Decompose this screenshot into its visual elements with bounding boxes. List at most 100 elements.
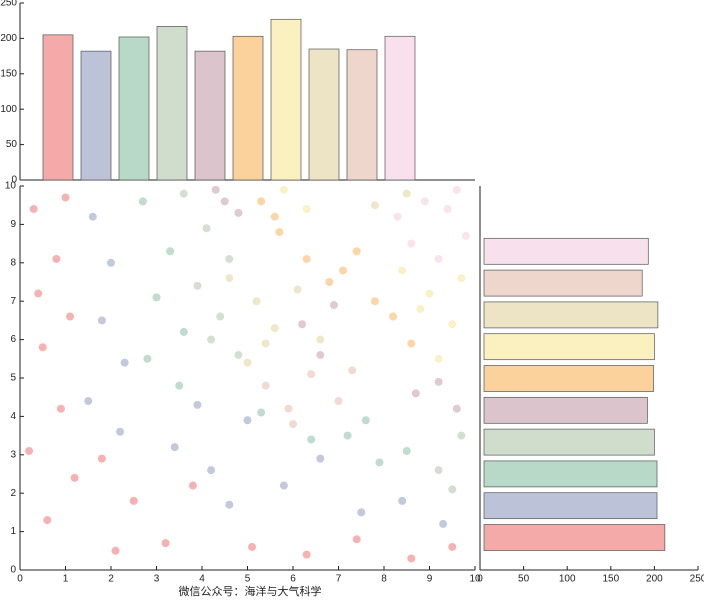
bar (483, 301, 659, 329)
y-tick-label: 3 (10, 449, 16, 460)
point (161, 539, 170, 548)
point (407, 554, 416, 563)
x-tick-label: 200 (646, 574, 663, 585)
bar (483, 460, 658, 488)
point (175, 381, 184, 390)
point (97, 316, 106, 325)
point (234, 350, 243, 359)
x-tick-label: 9 (427, 574, 433, 585)
point (116, 427, 125, 436)
y-tick-label: 8 (10, 257, 16, 268)
point (66, 312, 75, 321)
bar (270, 18, 302, 181)
point (257, 197, 266, 206)
bar (483, 237, 649, 265)
point (343, 431, 352, 440)
point (179, 327, 188, 336)
y-tick-label: 6 (10, 334, 16, 345)
point (179, 189, 188, 198)
point (225, 274, 234, 283)
point (152, 293, 161, 302)
point (170, 443, 179, 452)
point (361, 416, 370, 425)
point (188, 481, 197, 490)
bar (483, 269, 643, 297)
point (193, 400, 202, 409)
x-tick-label: 3 (154, 574, 160, 585)
point (352, 535, 361, 544)
bar (346, 49, 378, 181)
y-tick-label: 0 (10, 565, 16, 576)
point (393, 212, 402, 221)
bar (308, 48, 340, 181)
point (97, 454, 106, 463)
point (434, 254, 443, 263)
point (448, 320, 457, 329)
point (56, 404, 65, 413)
x-tick-label: 0 (17, 574, 23, 585)
y-tick-label: 50 (6, 139, 18, 150)
point (420, 197, 429, 206)
x-tick-label: 100 (559, 574, 576, 585)
point (202, 224, 211, 233)
point (375, 458, 384, 467)
point (307, 435, 316, 444)
point (457, 431, 466, 440)
point (225, 254, 234, 263)
point (302, 205, 311, 214)
point (398, 266, 407, 275)
point (298, 320, 307, 329)
point (439, 519, 448, 528)
point (34, 289, 43, 298)
point (284, 404, 293, 413)
point (243, 416, 252, 425)
point (302, 550, 311, 559)
point (211, 185, 220, 194)
y-tick-label: 9 (10, 219, 16, 230)
point (43, 516, 52, 525)
x-tick-label: 50 (518, 574, 530, 585)
x-tick-label: 10 (469, 574, 481, 585)
bar (232, 35, 264, 181)
bar (42, 34, 74, 181)
bar (483, 492, 658, 520)
point (316, 454, 325, 463)
point (38, 343, 47, 352)
point (443, 205, 452, 214)
point (279, 481, 288, 490)
point (120, 358, 129, 367)
point (138, 197, 147, 206)
point (325, 278, 334, 286)
x-tick-label: 2 (108, 574, 114, 585)
y-tick-label: 250 (0, 0, 17, 9)
watermark: 微信公众号：海洋与大气科学 (179, 584, 322, 598)
point (293, 285, 302, 294)
point (334, 397, 343, 406)
point (452, 404, 461, 413)
point (425, 289, 434, 298)
bar (80, 50, 112, 181)
y-tick-label: 5 (10, 373, 16, 384)
point (316, 335, 325, 344)
point (289, 420, 297, 429)
point (166, 247, 175, 256)
point (461, 231, 470, 240)
point (370, 297, 379, 306)
bar (118, 36, 150, 181)
y-tick-label: 4 (10, 411, 16, 422)
point (434, 466, 443, 475)
point (207, 335, 216, 344)
x-tick-label: 8 (381, 574, 387, 585)
bar (483, 333, 655, 361)
bar (483, 524, 666, 551)
point (452, 185, 461, 194)
y-tick-label: 7 (10, 296, 16, 307)
point (207, 466, 216, 475)
point (402, 189, 411, 198)
point (316, 350, 325, 359)
y-tick-label: 200 (0, 33, 17, 44)
point (129, 496, 138, 505)
point (411, 389, 420, 398)
x-tick-label: 4 (199, 574, 205, 585)
